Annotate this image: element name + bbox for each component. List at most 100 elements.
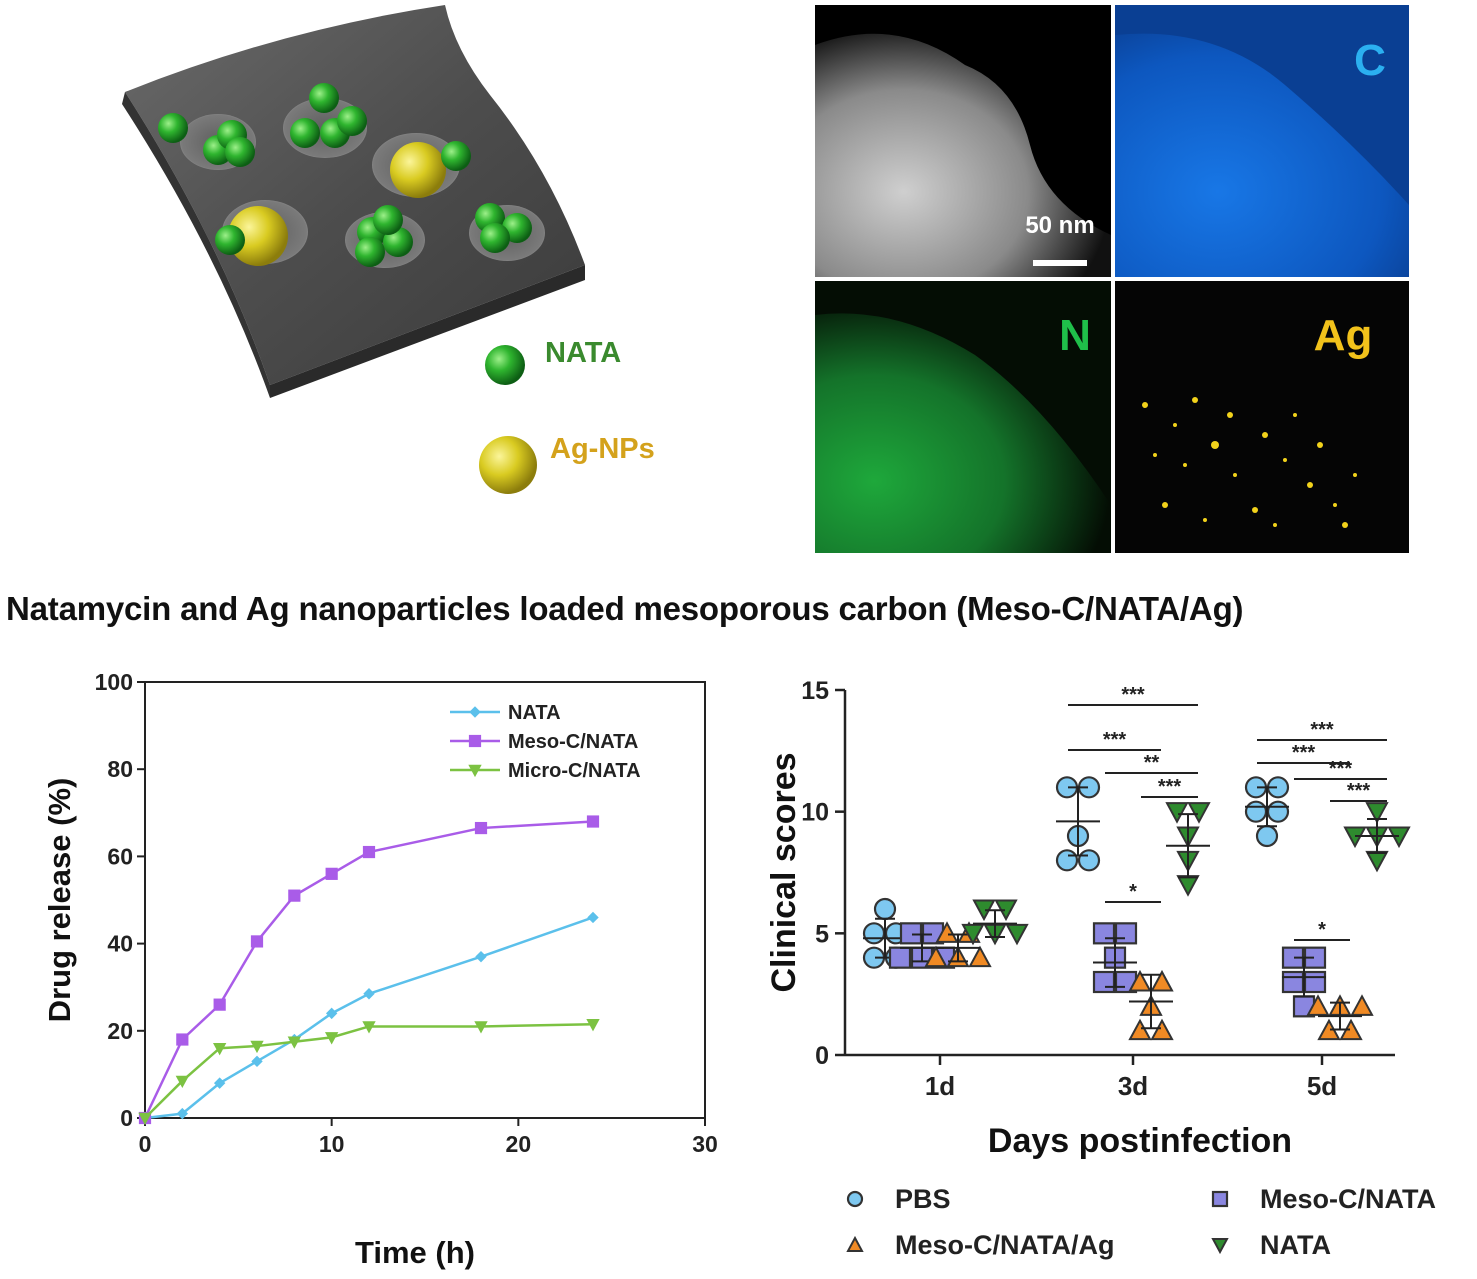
plot-frame	[144, 681, 706, 1119]
y-axis-label: Drug release (%)	[42, 778, 77, 1023]
data-point	[287, 1036, 302, 1049]
scale-bar-label: 50 nm	[1025, 212, 1094, 239]
significance-label: *	[1318, 919, 1326, 941]
x-axis-label: Time (h)	[355, 1235, 475, 1270]
data-point	[1365, 802, 1389, 824]
significance-label: ***	[1121, 684, 1145, 706]
nata-swatch	[485, 345, 525, 385]
data-point	[888, 946, 912, 969]
data-point	[138, 1112, 152, 1126]
data-point	[324, 1032, 339, 1045]
data-point	[586, 1019, 600, 1032]
legend-label: PBS	[895, 1184, 951, 1214]
legend-marker	[469, 706, 481, 718]
series-line	[144, 1023, 594, 1119]
y-axis-label: Clinical scores	[765, 752, 803, 992]
legend-ag-label: Ag-NPs	[550, 433, 655, 465]
carbon-sheet	[122, 5, 585, 398]
significance-label: ***	[1292, 742, 1316, 764]
clinical-score-chart: 0 5 10 15 1d 3d 5d Days postinfection Clinical s…	[765, 677, 1436, 1260]
y-tick-label-2: 10	[801, 799, 829, 827]
data-point	[968, 945, 992, 968]
legend-label: Micro-C/NATA	[508, 760, 641, 782]
legend-label: Meso-C/NATA	[1260, 1184, 1436, 1214]
significance-label: *	[1129, 881, 1137, 903]
x-tick-label-2: 20	[506, 1131, 532, 1157]
ag-swatch	[479, 436, 537, 494]
data-point	[873, 897, 897, 921]
legend-item-pbs: PBS	[846, 1184, 951, 1214]
data-point	[176, 1107, 189, 1120]
data-point	[175, 1075, 190, 1089]
data-point	[288, 889, 301, 902]
data-point	[1114, 922, 1138, 945]
series-line	[144, 916, 594, 1120]
x-tick-label-0: 0	[139, 1131, 152, 1157]
data-point	[1055, 849, 1079, 872]
data-point	[474, 1021, 488, 1034]
legend-marker	[1211, 1190, 1229, 1208]
data-point	[935, 921, 959, 943]
data-point	[1281, 970, 1305, 994]
y-tick-label-2: 40	[107, 931, 133, 957]
data-point	[1092, 970, 1116, 994]
data-point	[1187, 802, 1211, 824]
eds-mapping-grid: 50 nm C N Ag	[815, 5, 1409, 553]
scale-bar	[1033, 260, 1087, 266]
significance-label: ***	[1103, 729, 1127, 751]
y-tick-label-5: 100	[95, 669, 133, 695]
data-point	[251, 1055, 263, 1068]
x-axis-label: Days postinfection	[988, 1122, 1292, 1160]
carbon-map-panel: C	[1115, 5, 1409, 277]
data-point	[587, 911, 599, 924]
significance-label: ***	[1310, 719, 1334, 741]
significance-label: ***	[1329, 758, 1353, 780]
series-micro-c-nata: Micro-C/NATA	[138, 760, 641, 1126]
data-point	[1092, 922, 1116, 945]
data-point	[1255, 824, 1279, 848]
silver-map-panel: Ag	[1115, 281, 1409, 553]
legend-item-meso-c-nata-ag: Meso-C/NATA/Ag	[846, 1230, 1114, 1260]
data-point	[1150, 969, 1174, 992]
significance-label: ***	[1347, 780, 1371, 802]
legend-marker	[1211, 1238, 1229, 1255]
data-point	[924, 945, 948, 968]
data-point	[1306, 994, 1330, 1016]
data-point	[474, 821, 488, 835]
data-point	[1150, 1018, 1174, 1041]
legend-label: Meso-C/NATA/Ag	[895, 1230, 1114, 1260]
mesoporous-carbon-schematic: NATA Ag-NPs	[122, 5, 655, 494]
data-point	[862, 922, 886, 945]
natamycin-molecules	[158, 83, 532, 267]
nitrogen-map-panel: N	[815, 281, 1111, 553]
data-point	[1077, 849, 1101, 872]
series-line	[143, 820, 594, 1119]
y-tick-label-0: 0	[815, 1042, 829, 1070]
y-tick-label-1: 20	[107, 1018, 133, 1044]
legend-marker	[468, 734, 482, 748]
carbon-label: C	[1354, 36, 1386, 85]
drug-release-chart: 0 20 40 60 80 100 0 10 20 30 Time (h) Drug release …	[42, 669, 718, 1270]
data-point	[362, 845, 376, 859]
data-point	[1365, 850, 1389, 873]
y-tick-label-0: 0	[120, 1105, 133, 1131]
y-tick-label-1: 5	[815, 920, 829, 948]
series-nata: NATA	[139, 702, 599, 1124]
silver-label: Ag	[1314, 311, 1373, 360]
data-point	[362, 1021, 376, 1034]
data-point	[250, 1040, 264, 1054]
x-tick-label-1: 10	[319, 1131, 345, 1157]
x-tick-label-3: 30	[692, 1131, 718, 1157]
significance-label: **	[1144, 752, 1160, 774]
data-point	[325, 867, 338, 880]
data-point	[1303, 970, 1327, 994]
x-tick-label-1d: 1d	[925, 1071, 955, 1101]
data-point	[1128, 969, 1152, 992]
data-point	[325, 1007, 338, 1020]
series-meso-c-nata: Meso-C/NATA	[138, 731, 638, 1125]
legend-ag: Ag-NPs	[479, 433, 655, 494]
legend-item-nata: NATA	[1211, 1230, 1331, 1260]
data-point	[961, 923, 985, 946]
data-point	[1128, 1018, 1152, 1041]
legend-marker	[468, 764, 482, 778]
